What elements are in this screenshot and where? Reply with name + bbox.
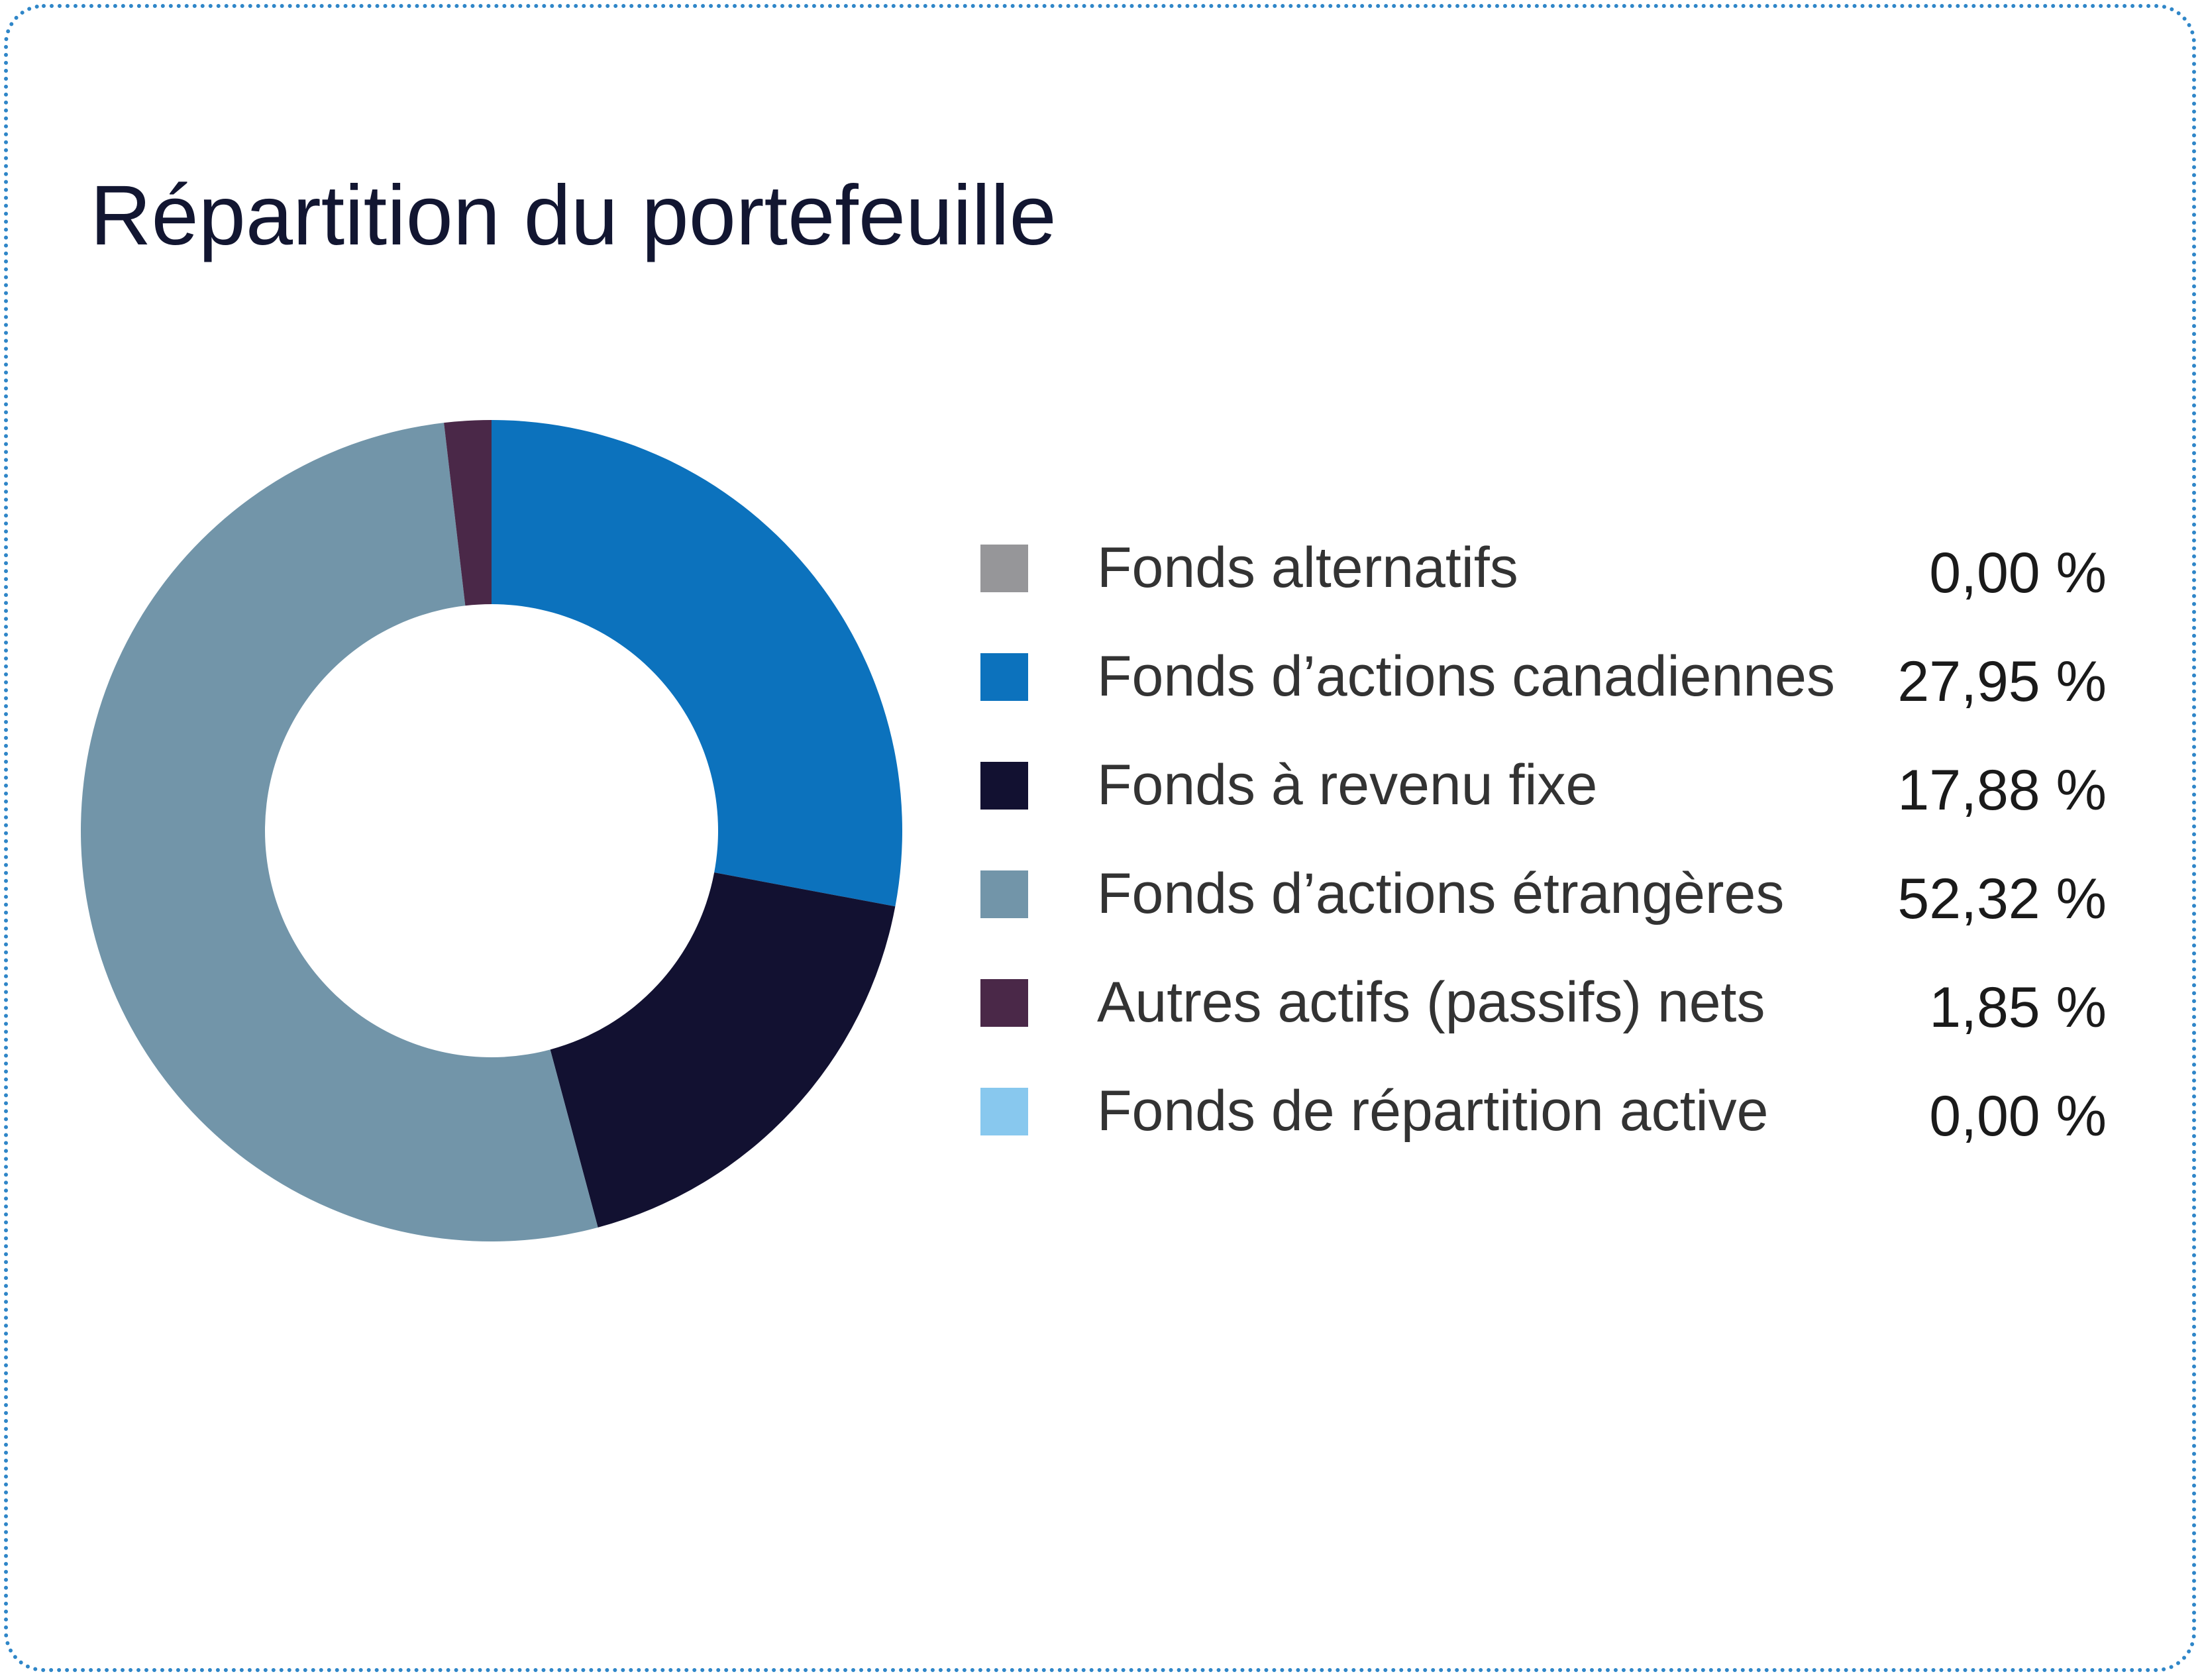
- chart-card: [4, 4, 2196, 1672]
- donut-slice-1: [492, 420, 902, 907]
- donut-slice-2: [550, 872, 896, 1228]
- donut-slice-4: [444, 420, 492, 606]
- chart-title: Répartition du portefeuille: [90, 168, 1057, 263]
- donut-slice-3: [81, 423, 598, 1241]
